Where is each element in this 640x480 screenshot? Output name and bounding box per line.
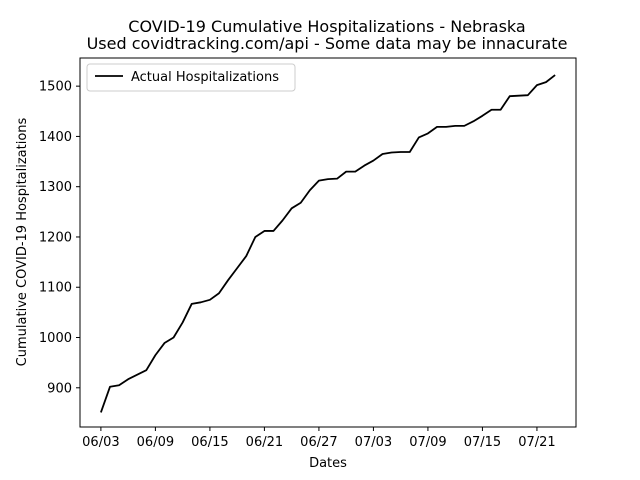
legend: Actual Hospitalizations [86,63,296,92]
x-tick-label: 07/15 [464,435,501,450]
y-axis-label: Cumulative COVID-19 Hospitalizations [15,117,30,366]
y-tick-label: 900 [47,381,72,396]
x-tick-label: 06/27 [300,435,337,450]
y-tick-label: 1100 [39,281,72,296]
x-tick-label: 06/21 [246,435,283,450]
x-tick-label: 06/09 [137,435,174,450]
chart-title: COVID-19 Cumulative Hospitalizations - N… [128,17,525,36]
series-line-actual-hospitalizations [100,74,556,413]
axes-ticks: 06/03 06/09 06/15 06/21 06/27 07/03 07/09 07/15… [39,80,556,450]
legend-box [86,63,296,92]
y-tick-label: 1500 [39,80,72,95]
y-tick-label: 1200 [39,230,72,245]
y-tick-label: 1400 [39,130,72,145]
x-tick-label: 07/03 [355,435,392,450]
x-axis-label: Dates [309,456,347,471]
x-tick-label: 07/09 [409,435,446,450]
x-tick-label: 07/21 [518,435,555,450]
x-tick-label: 06/03 [82,435,119,450]
y-tick-label: 1300 [39,180,72,195]
x-tick-label: 06/15 [191,435,228,450]
y-tick-label: 1000 [39,331,72,346]
legend-label: Actual Hospitalizations [131,70,279,85]
chart-subtitle: Used covidtracking.com/api - Some data m… [87,34,568,53]
plot-frame [79,57,577,428]
